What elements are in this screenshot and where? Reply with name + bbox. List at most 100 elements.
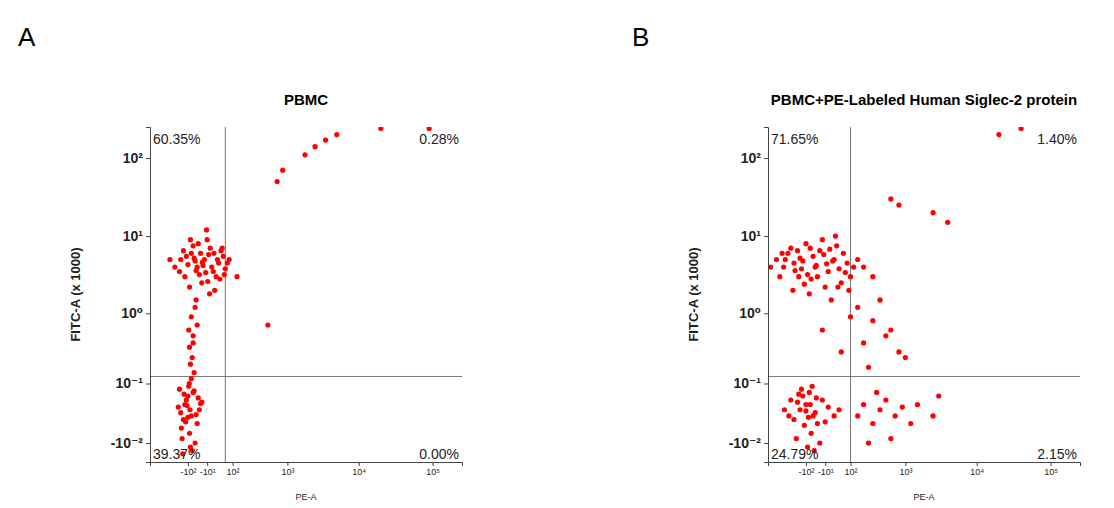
data-point — [861, 264, 866, 269]
data-point — [187, 345, 192, 350]
data-point — [855, 305, 860, 310]
data-point — [183, 419, 188, 424]
data-point — [221, 254, 226, 259]
data-point — [217, 276, 222, 281]
data-point — [189, 251, 194, 256]
panel: PBMC+PE-Labeled Human Siglec-2 protein-1… — [686, 91, 1081, 502]
data-point — [786, 413, 791, 418]
y-tick-mark — [146, 236, 150, 237]
data-point — [208, 246, 213, 251]
quadrant-label: 24.79% — [771, 446, 818, 462]
data-point — [808, 246, 813, 251]
x-tick-mark — [433, 462, 434, 466]
data-point — [785, 251, 790, 256]
y-tick-label: 10⁰ — [121, 305, 143, 321]
data-point — [280, 168, 285, 173]
data-point — [866, 365, 871, 370]
gate-horizontal — [150, 376, 462, 377]
data-point — [831, 413, 836, 418]
data-point — [198, 401, 203, 406]
data-point — [187, 285, 192, 290]
data-point — [220, 246, 225, 251]
data-point — [378, 127, 383, 131]
data-point — [835, 285, 840, 290]
x-tick: 10³ — [899, 462, 912, 477]
data-point — [187, 431, 192, 436]
data-point — [185, 403, 190, 408]
data-point — [814, 395, 819, 400]
data-point — [848, 274, 853, 279]
data-point — [915, 402, 920, 407]
y-tick: 10¹ — [123, 228, 150, 244]
data-point — [167, 257, 172, 262]
data-point — [833, 233, 838, 238]
y-tick: -10⁻² — [111, 435, 150, 451]
x-tick-label: -10¹ — [200, 467, 216, 477]
data-point — [824, 261, 829, 266]
x-tick-mark — [977, 462, 978, 466]
data-point — [323, 137, 328, 142]
data-point — [836, 407, 841, 412]
data-point — [172, 264, 177, 269]
y-tick-mark — [764, 236, 768, 237]
y-tick-mark — [146, 313, 150, 314]
data-point — [188, 362, 193, 367]
quadrant-label: 0.28% — [419, 131, 459, 147]
x-tick: 10⁵ — [426, 462, 440, 477]
chart-svg: APBMC-10²-10¹10²10³10⁴10⁵10²10¹10⁰10⁻¹-1… — [0, 0, 1114, 508]
data-point — [851, 264, 856, 269]
y-tick: 10² — [741, 150, 768, 166]
data-point — [178, 257, 183, 262]
x-tick-mark — [851, 462, 852, 466]
x-tick-label: 10⁴ — [970, 467, 984, 477]
data-point — [196, 241, 201, 246]
y-tick-mark — [764, 313, 768, 314]
data-point — [814, 263, 819, 268]
y-tick-mark — [146, 384, 150, 385]
x-tick: 10⁵ — [1044, 462, 1058, 477]
y-tick-label: -10⁻² — [111, 435, 144, 451]
data-point — [843, 270, 848, 275]
plot-area — [768, 127, 1080, 462]
y-tick: 10¹ — [741, 228, 768, 244]
data-point — [806, 415, 811, 420]
data-point — [302, 152, 307, 157]
data-point — [192, 370, 197, 375]
data-point — [803, 241, 808, 246]
data-point — [275, 179, 280, 184]
data-point — [234, 274, 239, 279]
data-point — [817, 248, 822, 253]
x-tick-mark — [233, 462, 234, 466]
data-point — [839, 280, 844, 285]
data-point — [820, 327, 825, 332]
data-point — [807, 390, 812, 395]
data-point — [815, 274, 820, 279]
y-axis-line — [764, 128, 769, 463]
data-point — [896, 349, 901, 354]
data-point — [178, 410, 183, 415]
data-point — [799, 387, 804, 392]
quadrant-label: 60.35% — [153, 131, 200, 147]
x-tick-mark — [207, 462, 208, 466]
x-tick-label: 10² — [227, 467, 240, 477]
data-point — [192, 256, 197, 261]
data-point — [930, 413, 935, 418]
data-point — [877, 407, 882, 412]
data-point — [191, 243, 196, 248]
y-axis: 10²10¹10⁰10⁻¹-10⁻² — [111, 128, 151, 463]
y-tick-label: -10⁻² — [729, 435, 762, 451]
y-tick-label: 10¹ — [741, 228, 762, 244]
x-tick-label: 10⁵ — [1044, 467, 1058, 477]
data-point — [191, 333, 196, 338]
data-point — [179, 425, 184, 430]
quadrant-label: 1.40% — [1037, 131, 1077, 147]
data-point — [893, 413, 898, 418]
data-point — [877, 297, 882, 302]
data-point — [193, 440, 198, 445]
data-point — [212, 288, 217, 293]
x-tick-label: 10³ — [281, 467, 294, 477]
data-point — [791, 417, 796, 422]
data-point — [900, 404, 905, 409]
y-tick: 10² — [123, 150, 150, 166]
data-point — [209, 264, 214, 269]
